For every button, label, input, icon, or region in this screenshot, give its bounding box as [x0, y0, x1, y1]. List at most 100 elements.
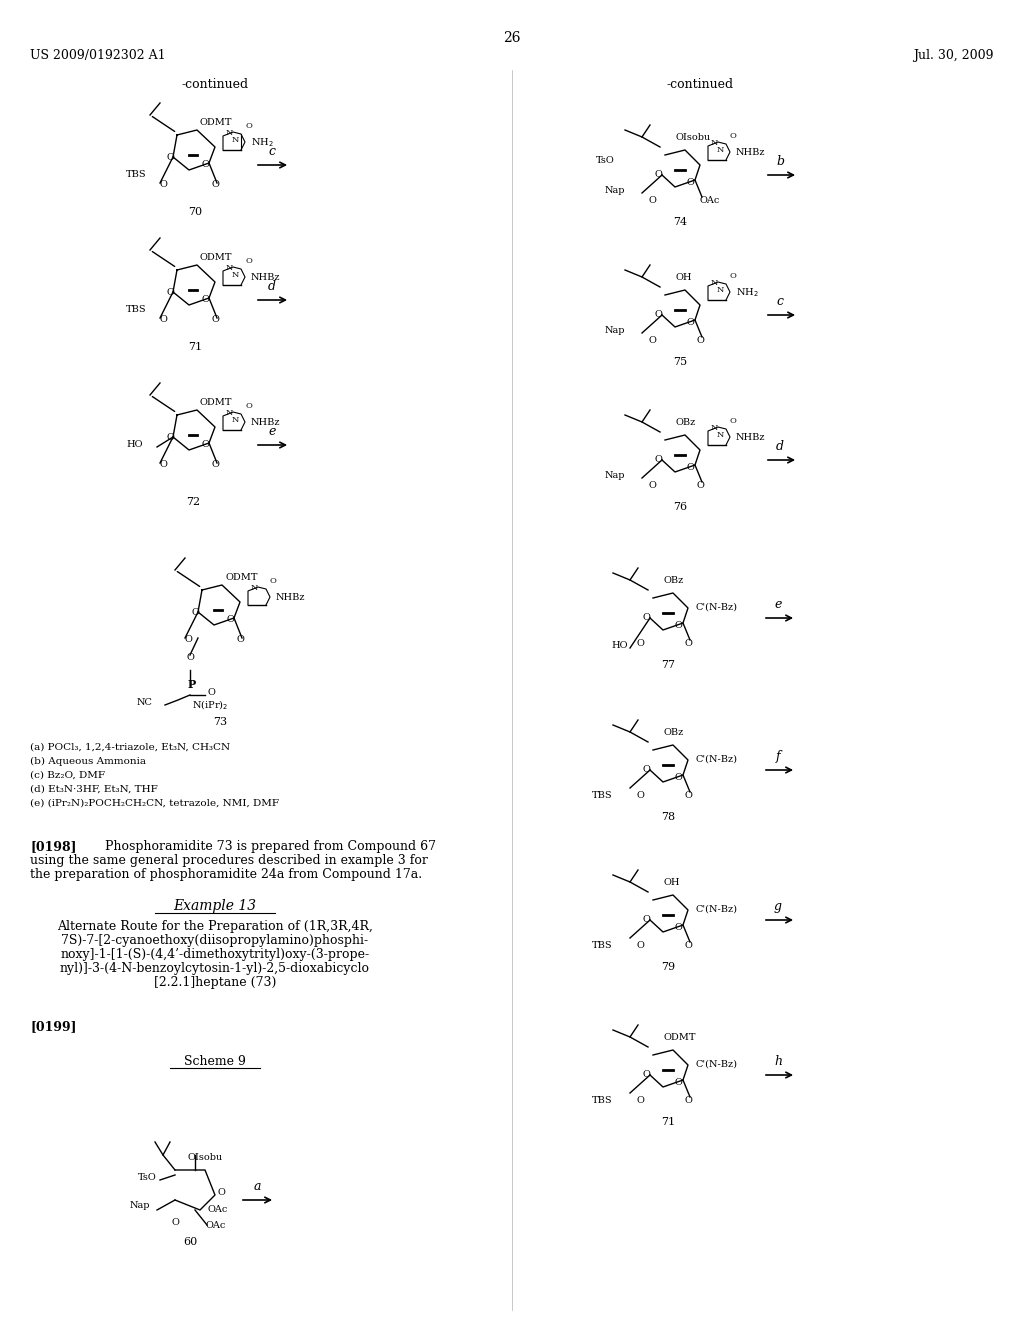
Text: N: N: [711, 424, 719, 432]
Text: N: N: [231, 136, 239, 144]
Text: O: O: [171, 1218, 179, 1228]
Text: P: P: [187, 678, 197, 690]
Text: ODMT: ODMT: [200, 399, 232, 407]
Text: O: O: [684, 1096, 692, 1105]
Text: O: O: [696, 337, 703, 345]
Text: O: O: [674, 774, 682, 781]
Text: O: O: [684, 941, 692, 950]
Text: Alternate Route for the Preparation of (1R,3R,4R,: Alternate Route for the Preparation of (…: [57, 920, 373, 933]
Text: N: N: [226, 129, 233, 137]
Text: N: N: [711, 139, 719, 147]
Text: N: N: [711, 279, 719, 286]
Text: O: O: [674, 923, 682, 932]
Text: O: O: [166, 153, 174, 162]
Text: c: c: [268, 145, 275, 158]
Text: 79: 79: [660, 962, 675, 972]
Text: Phosphoramidite 73 is prepared from Compound 67: Phosphoramidite 73 is prepared from Comp…: [105, 840, 436, 853]
Text: N(iPr)$_2$: N(iPr)$_2$: [193, 698, 228, 711]
Text: h: h: [774, 1055, 782, 1068]
Text: O: O: [184, 635, 191, 644]
Text: O: O: [245, 257, 252, 265]
Text: 60: 60: [183, 1237, 198, 1247]
Text: O: O: [686, 463, 694, 473]
Text: [0198]: [0198]: [30, 840, 77, 853]
Text: -continued: -continued: [181, 78, 249, 91]
Text: 71: 71: [188, 342, 202, 352]
Text: (e) (iPr₂N)₂POCH₂CH₂CN, tetrazole, NMI, DMF: (e) (iPr₂N)₂POCH₂CH₂CN, tetrazole, NMI, …: [30, 799, 279, 808]
Text: using the same general procedures described in example 3 for: using the same general procedures descri…: [30, 854, 428, 867]
Text: N: N: [231, 271, 239, 279]
Text: OBz: OBz: [675, 418, 695, 426]
Text: nyl)]-3-(4-N-benzoylcytosin-1-yl)-2,5-dioxabicyclo: nyl)]-3-(4-N-benzoylcytosin-1-yl)-2,5-di…: [60, 962, 370, 975]
Text: OIsobu: OIsobu: [187, 1152, 222, 1162]
Text: d: d: [268, 280, 276, 293]
Text: OIsobu: OIsobu: [675, 133, 711, 143]
Text: NHBz: NHBz: [251, 418, 281, 426]
Text: O: O: [684, 791, 692, 800]
Text: O: O: [211, 315, 219, 323]
Text: Example 13: Example 13: [173, 899, 257, 913]
Text: OAc: OAc: [207, 1205, 227, 1214]
Text: a: a: [253, 1180, 261, 1193]
Text: O: O: [237, 635, 244, 644]
Text: O: O: [186, 653, 194, 663]
Text: OAc: OAc: [700, 195, 720, 205]
Text: O: O: [208, 688, 216, 697]
Text: OH: OH: [663, 878, 680, 887]
Text: NHBz: NHBz: [736, 148, 766, 157]
Text: Scheme 9: Scheme 9: [184, 1055, 246, 1068]
Text: O: O: [648, 480, 656, 490]
Text: O: O: [696, 480, 703, 490]
Text: N: N: [717, 286, 724, 294]
Text: HO: HO: [611, 642, 628, 649]
Text: US 2009/0192302 A1: US 2009/0192302 A1: [30, 49, 166, 62]
Text: O: O: [211, 459, 219, 469]
Text: O: O: [730, 132, 737, 140]
Text: NH$_2$: NH$_2$: [251, 136, 273, 149]
Text: c: c: [776, 294, 783, 308]
Text: O: O: [636, 941, 644, 950]
Text: O: O: [642, 612, 650, 622]
Text: (d) Et₃N·3HF, Et₃N, THF: (d) Et₃N·3HF, Et₃N, THF: [30, 785, 158, 795]
Text: O: O: [684, 639, 692, 648]
Text: TBS: TBS: [126, 305, 147, 314]
Text: OAc: OAc: [205, 1221, 225, 1230]
Text: C'(N-Bz): C'(N-Bz): [696, 755, 738, 764]
Text: N: N: [231, 416, 239, 424]
Text: O: O: [686, 318, 694, 327]
Text: O: O: [730, 272, 737, 280]
Text: 73: 73: [213, 717, 227, 727]
Text: 72: 72: [186, 498, 200, 507]
Text: O: O: [654, 455, 662, 465]
Text: O: O: [642, 766, 650, 774]
Text: noxy]-1-[1-(S)-(4,4’-dimethoxytrityl)oxy-(3-prope-: noxy]-1-[1-(S)-(4,4’-dimethoxytrityl)oxy…: [60, 948, 370, 961]
Text: NC: NC: [136, 698, 152, 708]
Text: O: O: [166, 288, 174, 297]
Text: ODMT: ODMT: [225, 573, 257, 582]
Text: the preparation of phosphoramidite 24a from Compound 17a.: the preparation of phosphoramidite 24a f…: [30, 869, 422, 880]
Text: O: O: [686, 178, 694, 187]
Text: O: O: [159, 180, 167, 189]
Text: Nap: Nap: [604, 186, 625, 195]
Text: g: g: [774, 900, 782, 913]
Text: O: O: [648, 337, 656, 345]
Text: (a) POCl₃, 1,2,4-triazole, Et₃N, CH₃CN: (a) POCl₃, 1,2,4-triazole, Et₃N, CH₃CN: [30, 743, 230, 752]
Text: TBS: TBS: [592, 1096, 613, 1105]
Text: O: O: [201, 294, 209, 304]
Text: O: O: [201, 160, 209, 169]
Text: O: O: [159, 459, 167, 469]
Text: Jul. 30, 2009: Jul. 30, 2009: [913, 49, 994, 62]
Text: d: d: [776, 440, 784, 453]
Text: C'(N-Bz): C'(N-Bz): [696, 1060, 738, 1069]
Text: O: O: [654, 310, 662, 319]
Text: ODMT: ODMT: [200, 253, 232, 261]
Text: 71: 71: [660, 1117, 675, 1127]
Text: C'(N-Bz): C'(N-Bz): [696, 603, 738, 612]
Text: O: O: [642, 915, 650, 924]
Text: 74: 74: [673, 216, 687, 227]
Text: Nap: Nap: [604, 326, 625, 335]
Text: 7S)-7-[2-cyanoethoxy(diisopropylamino)phosphi-: 7S)-7-[2-cyanoethoxy(diisopropylamino)ph…: [61, 935, 369, 946]
Text: O: O: [245, 403, 252, 411]
Text: O: O: [654, 170, 662, 180]
Text: C'(N-Bz): C'(N-Bz): [696, 906, 738, 913]
